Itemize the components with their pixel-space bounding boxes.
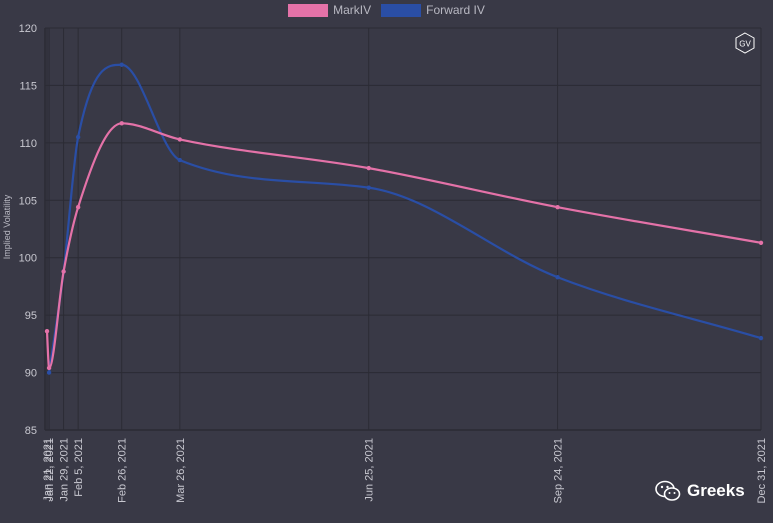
- data-point-markiv: [177, 137, 183, 142]
- watermark-text: Greeks: [687, 481, 745, 500]
- data-point-markiv: [75, 204, 81, 210]
- data-point-forward-iv: [119, 62, 124, 67]
- data-point-forward-iv: [75, 134, 81, 140]
- x-tick-label: Dec 31, 2021: [756, 438, 768, 503]
- series-line-markiv: [45, 122, 762, 370]
- legend-item-markiv[interactable]: MarkIV: [288, 3, 371, 17]
- x-tick-label: Feb 26, 2021: [117, 438, 129, 503]
- data-point-markiv: [46, 365, 52, 371]
- wechat-icon: [655, 480, 681, 501]
- y-tick-label: 95: [25, 310, 37, 322]
- x-tick-label: Jan 22, 2021: [44, 438, 56, 502]
- legend-swatch-markiv: [288, 3, 329, 17]
- legend-swatch-forward-iv: [381, 3, 422, 17]
- data-point-markiv: [366, 165, 371, 171]
- y-tick-label: 110: [19, 138, 37, 150]
- legend: MarkIV Forward IV: [0, 3, 773, 17]
- data-point-markiv: [61, 269, 66, 274]
- series-line-forward-iv: [47, 63, 762, 373]
- y-tick-label: 115: [19, 80, 37, 92]
- x-tick-label: Sep 24, 2021: [553, 438, 565, 503]
- y-tick-label: 105: [19, 195, 37, 207]
- gv-logo: GV: [735, 32, 755, 54]
- legend-label-forward-iv: Forward IV: [426, 3, 485, 17]
- data-point-markiv: [44, 329, 50, 334]
- legend-item-forward-iv[interactable]: Forward IV: [381, 3, 485, 17]
- x-tick-label: Jan 29, 2021: [59, 438, 71, 502]
- y-tick-label: 100: [19, 253, 37, 265]
- data-point-forward-iv: [177, 157, 183, 163]
- x-tick-label: Mar 26, 2021: [175, 438, 187, 503]
- y-tick-label: 120: [19, 23, 37, 35]
- x-tick-label: Jun 25, 2021: [364, 438, 376, 502]
- legend-label-markiv: MarkIV: [333, 3, 372, 17]
- data-point-markiv: [119, 121, 124, 126]
- x-tick-label: Jan 21, 2021: [42, 438, 54, 502]
- data-point-markiv: [758, 240, 764, 245]
- gv-logo-text: GV: [739, 40, 751, 49]
- x-tick-label: Feb 5, 2021: [73, 438, 85, 497]
- data-point-forward-iv: [758, 335, 764, 341]
- data-point-forward-iv: [46, 370, 52, 375]
- y-tick-label: 85: [25, 425, 37, 437]
- data-point-forward-iv: [366, 185, 371, 190]
- y-tick-label: 90: [25, 368, 37, 380]
- watermark: Greeks: [655, 480, 745, 502]
- data-point-forward-iv: [555, 275, 560, 280]
- data-point-markiv: [555, 204, 560, 210]
